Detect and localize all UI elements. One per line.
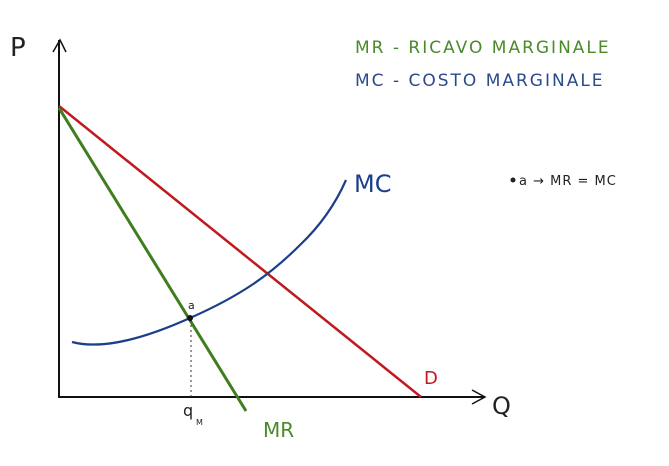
quantity-label: q [183, 401, 193, 420]
point-label: a [188, 299, 195, 312]
x-axis-label: Q [492, 392, 511, 420]
mr-label: MR [263, 418, 294, 442]
quantity-subscript: M [196, 418, 203, 427]
legend-mr: MR - RICAVO MARGINALE [355, 38, 611, 58]
equilibrium-point [187, 315, 193, 321]
y-axis-arrow [52, 38, 67, 53]
mc-curve [71, 179, 348, 346]
mr-curve [57, 107, 248, 412]
legend-mc: MC - COSTO MARGINALE [355, 71, 605, 91]
point-note: a → MR = MC [519, 174, 617, 189]
mc-label: MC [354, 170, 391, 198]
demand-label: D [424, 368, 438, 389]
y-axis-label: P [10, 33, 26, 63]
x-axis-arrow [471, 389, 487, 405]
demand-curve [58, 105, 422, 398]
note-dot [510, 177, 516, 183]
